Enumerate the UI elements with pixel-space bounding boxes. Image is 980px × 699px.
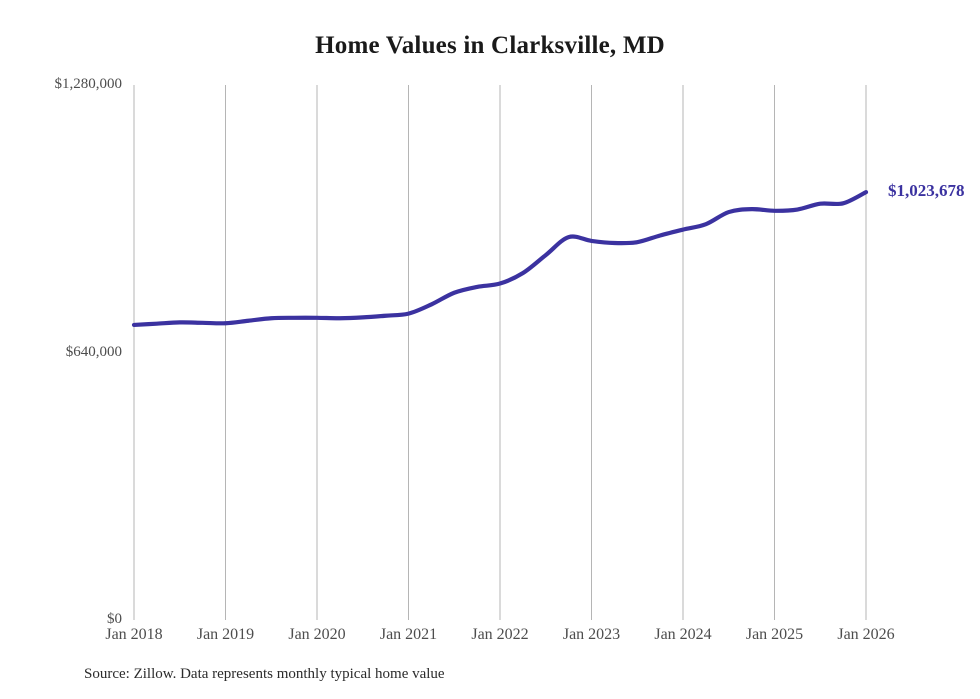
page-title: Home Values in Clarksville, MD [315,32,665,59]
x-axis-tick-label: Jan 2018 [105,626,163,643]
x-axis-tick-label: Jan 2024 [654,626,712,643]
gridlines [133,85,867,613]
y-axis-tick-label: $1,280,000 [54,76,123,92]
x-axis-tick-label: Jan 2023 [562,626,621,643]
x-axis-ticks [133,613,867,620]
x-axis-tick-label: Jan 2021 [379,626,438,643]
x-axis-tick-label: Jan 2026 [837,626,895,643]
end-value-annotation: $1,023,678 [888,181,965,201]
x-axis-tick-label: Jan 2025 [745,626,804,643]
home-value-line [131,190,869,328]
x-axis-tick-label: Jan 2020 [288,626,346,643]
y-axis-tick-label: $640,000 [65,343,122,360]
x-axis-tick-label: Jan 2019 [196,626,255,643]
source-note: Source: Zillow. Data represents monthly … [84,666,445,682]
x-axis-tick-label: Jan 2022 [471,626,529,643]
y-axis-tick-label: $0 [107,611,122,627]
